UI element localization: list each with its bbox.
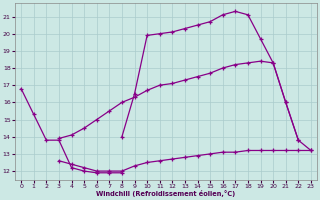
X-axis label: Windchill (Refroidissement éolien,°C): Windchill (Refroidissement éolien,°C) — [96, 190, 236, 197]
